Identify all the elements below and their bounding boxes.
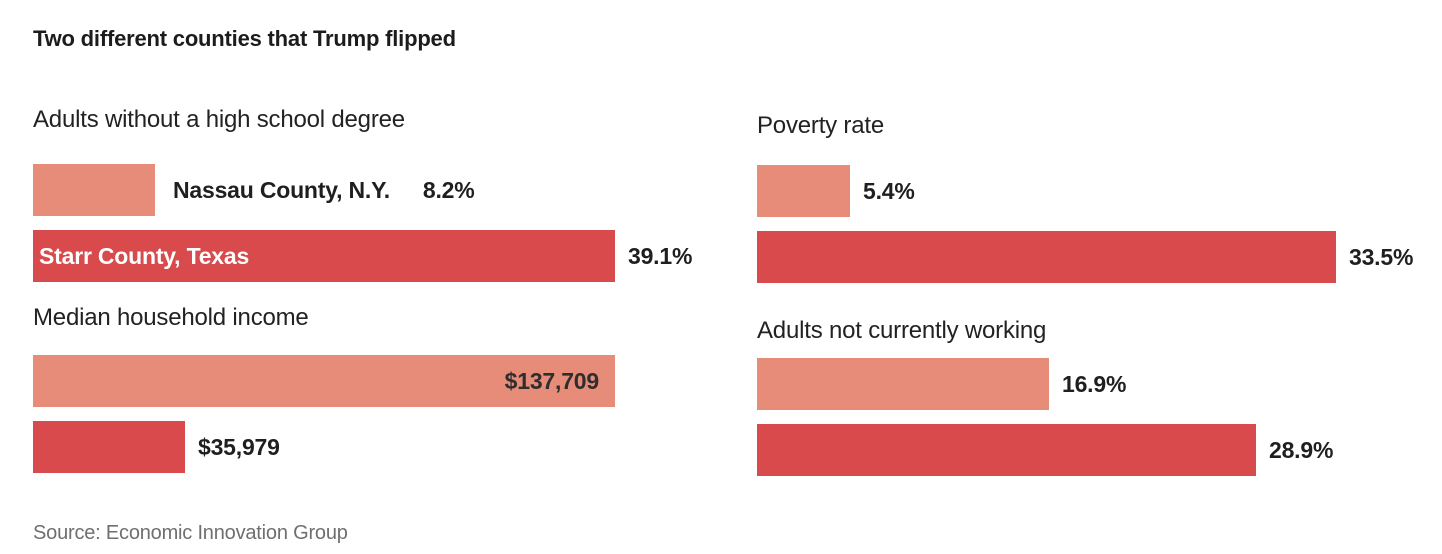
bar-starr-poverty bbox=[757, 231, 1336, 283]
bar-starr-income bbox=[33, 421, 185, 473]
value-label-not-working-starr: 28.9% bbox=[1269, 436, 1334, 463]
bar-row-education-nassau: Nassau County, N.Y. 8.2% bbox=[33, 164, 757, 216]
county-label-nassau: Nassau County, N.Y. bbox=[173, 176, 390, 203]
bar-nassau-not-working bbox=[757, 358, 1049, 410]
chart-columns: Adults without a high school degree Nass… bbox=[33, 52, 1442, 490]
bar-row-not-working-starr: 28.9% bbox=[757, 424, 1442, 476]
bar-row-not-working-nassau: 16.9% bbox=[757, 358, 1442, 410]
bar-row-education-starr: Starr County, Texas 39.1% bbox=[33, 230, 757, 282]
bar-nassau-education bbox=[33, 164, 155, 216]
bar-nassau-poverty bbox=[757, 165, 850, 217]
bar-row-income-starr: $35,979 bbox=[33, 421, 757, 473]
chart-title: Two different counties that Trump flippe… bbox=[33, 26, 456, 51]
section-header-education: Adults without a high school degree bbox=[33, 106, 405, 133]
value-label-education-nassau: 8.2% bbox=[422, 176, 475, 203]
bar-row-poverty-starr: 33.5% bbox=[757, 231, 1442, 283]
bar-starr-not-working bbox=[757, 424, 1256, 476]
value-label-education-starr: 39.1% bbox=[628, 242, 693, 269]
section-header-not-working: Adults not currently working bbox=[757, 317, 1047, 344]
value-label-poverty-nassau: 5.4% bbox=[863, 177, 915, 204]
bar-row-income-nassau: $137,709 bbox=[33, 355, 757, 407]
left-column: Adults without a high school degree Nass… bbox=[33, 52, 757, 487]
right-column: Poverty rate 5.4% 33.5% Adults not curre… bbox=[757, 52, 1442, 490]
county-label-starr: Starr County, Texas bbox=[39, 242, 250, 269]
section-header-poverty: Poverty rate bbox=[757, 112, 884, 139]
value-label-poverty-starr: 33.5% bbox=[1349, 243, 1414, 270]
value-label-not-working-nassau: 16.9% bbox=[1062, 370, 1127, 397]
value-label-income-starr: $35,979 bbox=[198, 433, 280, 460]
bar-starr-education: Starr County, Texas bbox=[33, 230, 615, 282]
bar-nassau-income: $137,709 bbox=[33, 355, 615, 407]
value-label-income-nassau: $137,709 bbox=[504, 367, 600, 394]
source-note: Source: Economic Innovation Group bbox=[33, 522, 348, 544]
bar-row-poverty-nassau: 5.4% bbox=[757, 165, 1442, 217]
section-header-income: Median household income bbox=[33, 304, 309, 331]
